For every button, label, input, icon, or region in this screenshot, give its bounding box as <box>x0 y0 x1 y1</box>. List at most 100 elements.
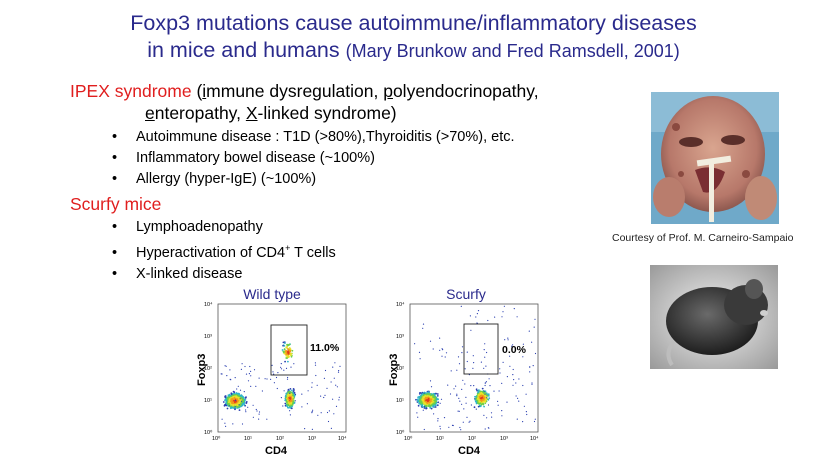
event-dot <box>447 384 449 386</box>
event-dot <box>462 379 464 381</box>
event-dot <box>418 396 421 399</box>
event-dot <box>289 414 291 416</box>
event-dot <box>238 393 240 396</box>
event-dot <box>484 356 486 358</box>
event-dot <box>287 404 290 407</box>
event-dot <box>448 426 450 428</box>
ipex-heading-label: IPEX syndrome <box>70 81 192 101</box>
tick-label: 10⁴ <box>204 301 213 308</box>
event-dot <box>427 397 430 400</box>
tick-label: 10² <box>276 436 284 442</box>
event-dot <box>293 389 295 391</box>
event-dot <box>507 339 509 341</box>
event-dot <box>287 393 290 395</box>
event-dot <box>314 362 316 364</box>
event-dot <box>436 398 439 401</box>
event-dot <box>242 396 245 399</box>
event-dot <box>236 396 239 398</box>
event-dot <box>234 399 237 401</box>
event-dot <box>458 397 460 399</box>
event-dot <box>501 316 503 318</box>
event-dot <box>241 363 243 365</box>
event-dot <box>416 398 419 401</box>
event-dot <box>489 385 491 387</box>
event-dot <box>421 405 424 408</box>
event-dot <box>432 404 435 407</box>
ipex-patient-photo <box>651 92 779 224</box>
event-dot <box>426 395 429 397</box>
x-axis-label-right: CD4 <box>458 445 481 457</box>
event-dot <box>289 388 292 390</box>
plot-title-wild-type: Wild type <box>243 286 301 302</box>
event-dot <box>439 349 441 351</box>
event-dot <box>258 411 261 413</box>
event-dot <box>504 339 506 341</box>
event-dot <box>243 403 246 406</box>
event-dot <box>480 361 482 363</box>
list-item: • Lymphoadenopathy <box>112 219 263 235</box>
event-dot <box>245 411 247 413</box>
event-dot <box>242 402 244 405</box>
list-item: • Allergy (hyper-IgE) (~100%) <box>112 171 317 187</box>
event-dot <box>483 396 485 398</box>
event-dot <box>264 378 266 380</box>
event-dot <box>458 363 461 365</box>
event-dot <box>292 391 294 394</box>
event-dot <box>284 395 287 397</box>
event-dot <box>234 377 236 379</box>
event-dot <box>484 343 486 345</box>
event-dot <box>234 401 236 404</box>
event-dot <box>420 394 422 397</box>
event-dot <box>488 378 490 380</box>
event-dot <box>475 408 477 410</box>
event-dot <box>509 365 511 367</box>
event-dot <box>286 399 289 402</box>
event-dot <box>455 385 457 387</box>
tick-label: 10⁴ <box>338 435 347 442</box>
event-dot <box>334 362 336 364</box>
event-dot <box>220 373 222 375</box>
event-dot <box>483 405 485 408</box>
event-dot <box>424 406 426 408</box>
event-dot <box>240 368 242 370</box>
event-dot <box>498 390 500 392</box>
event-dot <box>533 420 536 423</box>
event-dot <box>285 367 288 369</box>
gate-percent-wild-type: 11.0% <box>310 342 340 354</box>
event-dot <box>289 394 292 396</box>
event-dot <box>461 346 464 348</box>
event-dot <box>415 398 417 401</box>
event-dot <box>228 401 230 404</box>
event-dot <box>509 355 511 357</box>
event-dot <box>475 316 477 318</box>
event-dot <box>288 390 290 393</box>
event-dot <box>293 394 296 397</box>
event-dot <box>416 400 419 402</box>
event-dot <box>233 398 236 400</box>
event-dot <box>466 360 468 363</box>
event-dot <box>487 404 490 406</box>
event-dot <box>499 368 501 370</box>
event-dot <box>230 401 233 404</box>
event-dot <box>311 411 313 413</box>
title-line-2: in mice and humans (Mary Brunkow and Fre… <box>0 37 827 65</box>
slide-title: Foxp3 mutations cause autoimmune/inflamm… <box>0 10 827 65</box>
event-dot <box>290 366 292 368</box>
event-dot <box>307 390 309 392</box>
event-dot <box>290 355 293 358</box>
event-dot <box>231 400 233 403</box>
event-dot <box>418 351 421 353</box>
event-dot <box>291 396 294 399</box>
event-dot <box>461 388 463 390</box>
event-dot <box>244 397 247 399</box>
tick-label: 10⁰ <box>212 435 221 442</box>
event-dot <box>272 371 274 373</box>
event-dot <box>486 417 488 419</box>
event-dot <box>425 393 428 396</box>
event-dot <box>287 390 289 392</box>
event-dot <box>221 418 223 420</box>
event-dot <box>224 365 226 367</box>
event-dot <box>484 428 486 430</box>
event-dot <box>285 346 288 349</box>
event-dot <box>287 348 289 350</box>
